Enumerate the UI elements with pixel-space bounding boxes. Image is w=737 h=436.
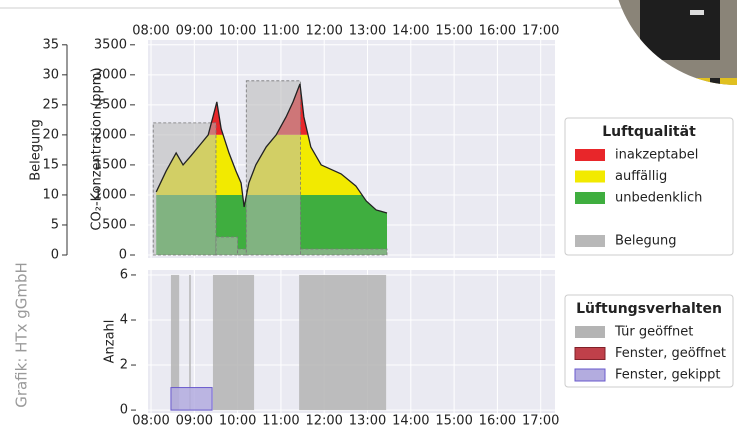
y-tick-label: 0	[119, 247, 127, 262]
legend-title: Lüftungsverhalten	[576, 301, 722, 317]
legend-swatch	[575, 171, 605, 183]
y-tick-label: 4	[120, 312, 128, 327]
credit: Grafik: HTx gGmbH	[13, 262, 31, 408]
x-tick-label: 12:00	[305, 24, 342, 39]
legend-swatch	[575, 348, 605, 360]
x-tick-label: 13:00	[349, 24, 386, 39]
occupancy-step	[216, 237, 238, 255]
legend-label: Belegung	[615, 234, 677, 249]
legend-label: Fenster, gekippt	[615, 368, 720, 383]
legend-swatch	[575, 326, 605, 338]
legend-label: auffällig	[615, 169, 667, 184]
x-tick-label: 15:00	[435, 414, 472, 429]
y2-tick-label: 0	[51, 247, 59, 262]
x-tick-label: 15:00	[435, 24, 472, 39]
legend-swatch	[575, 369, 605, 381]
x-tick-label: 10:00	[219, 414, 256, 429]
x-tick-label: 12:00	[305, 414, 342, 429]
legend-swatch	[575, 235, 605, 247]
y-tick-label: 0	[120, 403, 128, 418]
y2-tick-label: 30	[42, 67, 59, 82]
legend-label: inakzeptabel	[615, 148, 698, 163]
y2-tick-label: 5	[51, 217, 59, 232]
occupancy-step	[300, 249, 387, 255]
y2-tick-label: 20	[42, 127, 59, 142]
legend-label: Fenster, geöffnet	[615, 346, 726, 361]
x-tick-label: 13:00	[349, 414, 386, 429]
photo	[600, 0, 737, 110]
legend-swatch	[575, 192, 605, 204]
x-tick-label: 17:00	[522, 414, 559, 429]
y-axis-label: Anzahl	[103, 320, 118, 364]
x-tick-label: 17:00	[522, 24, 559, 39]
x-tick-label: 11:00	[262, 414, 299, 429]
chart: Grafik: HTx gGmbH 08:00 09:00 10:00 11:00 12…	[0, 0, 737, 436]
y2-axis-label: Belegung	[29, 119, 44, 181]
x-tick-label: 16:00	[479, 414, 516, 429]
y-tick-label: 3500	[94, 37, 127, 52]
legend-swatch	[575, 149, 605, 161]
span-bar	[171, 388, 212, 411]
y-tick-label: 2	[120, 358, 128, 373]
x-tick-label: 08:00	[132, 24, 169, 39]
x-tick-label: 14:00	[392, 24, 429, 39]
span-bar	[213, 275, 254, 410]
span-bar	[299, 275, 386, 410]
y2-tick-label: 35	[42, 37, 59, 52]
occupancy-step	[153, 123, 216, 255]
legend-title: Luftqualität	[602, 124, 696, 140]
y2-tick-label: 10	[42, 187, 59, 202]
x-tick-label: 11:00	[262, 24, 299, 39]
x-tick-label: 08:00	[132, 414, 169, 429]
x-tick-label: 09:00	[176, 24, 213, 39]
y-tick-label: 500	[102, 217, 127, 232]
y2-tick-label: 25	[42, 97, 59, 112]
y2-tick-label: 15	[42, 157, 59, 172]
x-tick-label: 09:00	[176, 414, 213, 429]
legend-label: unbedenklich	[615, 191, 702, 206]
y-tick-label: 6	[120, 267, 128, 282]
x-tick-label: 16:00	[479, 24, 516, 39]
x-tick-label: 10:00	[219, 24, 256, 39]
y-axis-label: CO₂-Konzentration (ppm)	[90, 67, 105, 230]
occupancy-step	[238, 249, 247, 255]
legend-label: Tür geöffnet	[614, 325, 693, 340]
x-tick-label: 14:00	[392, 414, 429, 429]
